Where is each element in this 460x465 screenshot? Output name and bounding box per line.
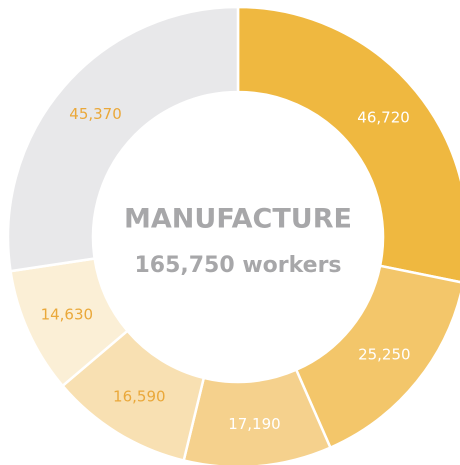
slice-label: 45,370 xyxy=(69,105,122,123)
slice-label: 17,190 xyxy=(228,415,281,433)
slice-label: 16,590 xyxy=(113,388,166,406)
slice-label: 46,720 xyxy=(357,109,410,127)
slice xyxy=(6,5,240,273)
slice xyxy=(236,5,460,284)
slice-label: 25,250 xyxy=(358,346,411,364)
center-subtitle: 165,750 workers xyxy=(134,253,341,278)
slice-label: 14,630 xyxy=(41,305,94,323)
center-title: MANUFACTURE xyxy=(124,204,352,235)
donut xyxy=(6,5,460,465)
